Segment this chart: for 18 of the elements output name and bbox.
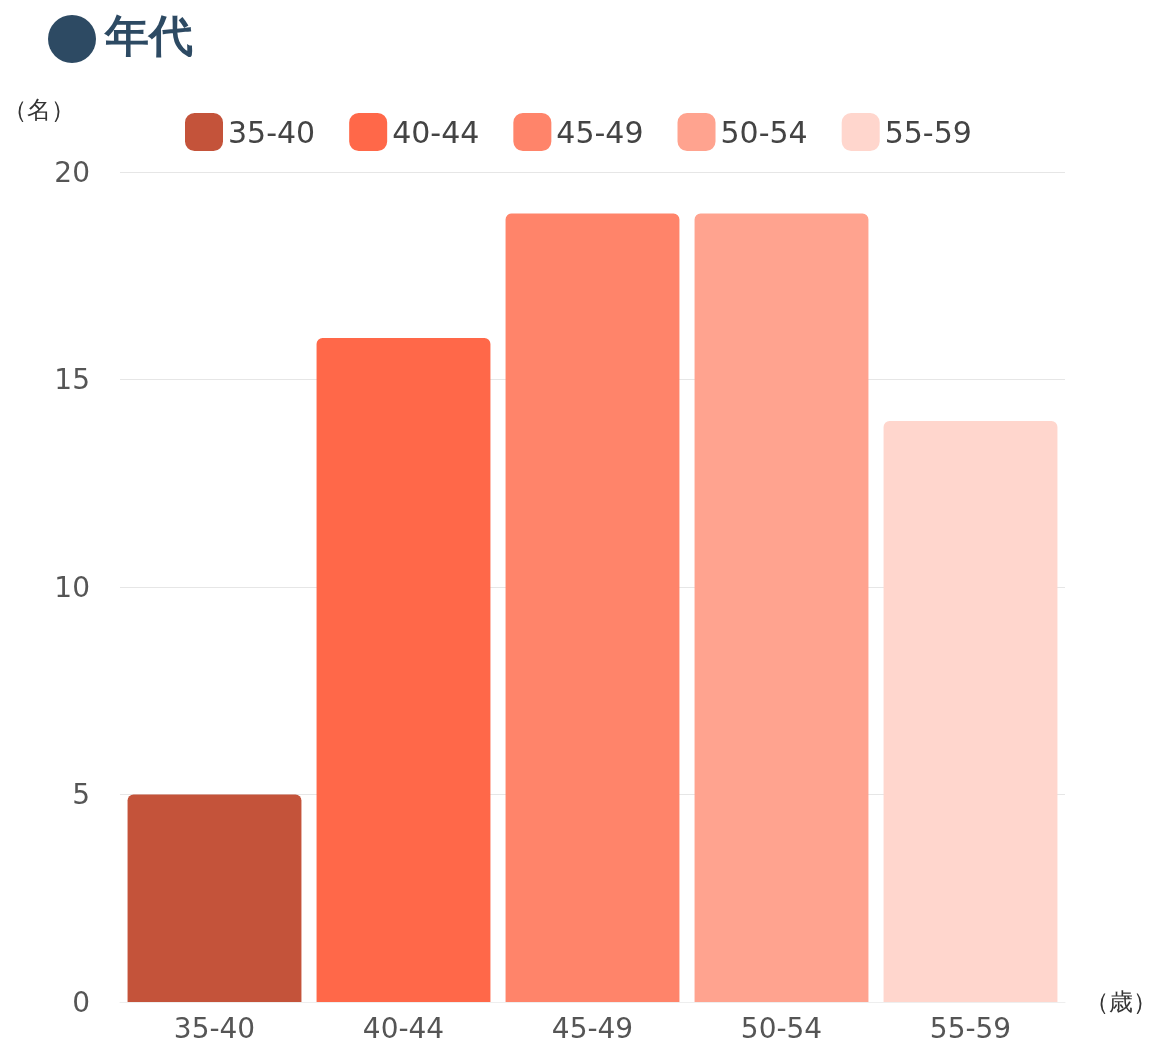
x-tick-label: 40-44 — [362, 1011, 445, 1045]
y-tick-label: 20 — [54, 155, 90, 189]
x-tick-label: 35-40 — [173, 1011, 256, 1045]
y-axis-title: （名） — [3, 96, 75, 124]
legend-label: 45-49 — [556, 114, 644, 150]
y-tick-label: 10 — [54, 570, 90, 604]
x-tick-label: 55-59 — [929, 1011, 1012, 1045]
legend-label: 50-54 — [720, 114, 808, 150]
x-axis-title: （歳） — [1085, 988, 1157, 1016]
x-tick-label: 50-54 — [740, 1011, 823, 1045]
legend-label: 40-44 — [392, 114, 480, 150]
chart-title: 年代 — [104, 9, 193, 61]
y-tick-label: 15 — [54, 363, 90, 396]
x-tick-label: 45-49 — [551, 1011, 634, 1045]
y-tick-label: 5 — [72, 778, 90, 811]
legend-label: 55-59 — [884, 114, 972, 150]
legend-label: 35-40 — [228, 114, 316, 150]
y-tick-label: 0 — [72, 985, 90, 1019]
